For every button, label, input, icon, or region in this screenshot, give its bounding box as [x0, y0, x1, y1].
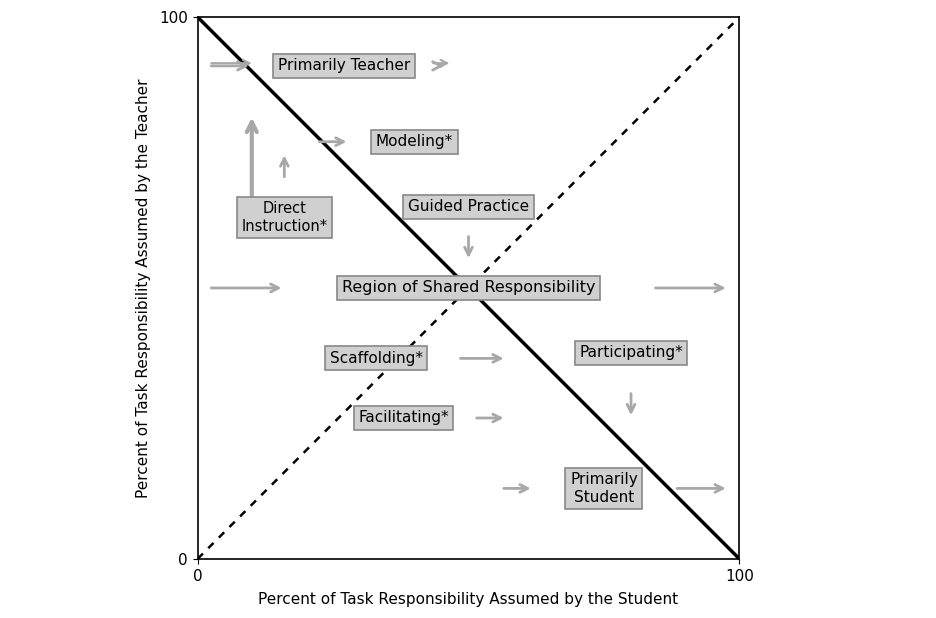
Text: Modeling*: Modeling*: [375, 134, 452, 149]
Text: Guided Practice: Guided Practice: [407, 199, 529, 214]
Text: Region of Shared Responsibility: Region of Shared Responsibility: [342, 281, 594, 295]
Y-axis label: Percent of Task Responsibility Assumed by the Teacher: Percent of Task Responsibility Assumed b…: [136, 78, 151, 497]
Text: Participating*: Participating*: [578, 345, 682, 360]
Text: Scaffolding*: Scaffolding*: [329, 351, 422, 366]
Text: Facilitating*: Facilitating*: [358, 410, 448, 425]
Text: Direct
Instruction*: Direct Instruction*: [241, 201, 327, 234]
X-axis label: Percent of Task Responsibility Assumed by the Student: Percent of Task Responsibility Assumed b…: [258, 592, 678, 607]
Text: Primarily
Student: Primarily Student: [569, 472, 637, 505]
Text: Primarily Teacher: Primarily Teacher: [277, 58, 410, 74]
